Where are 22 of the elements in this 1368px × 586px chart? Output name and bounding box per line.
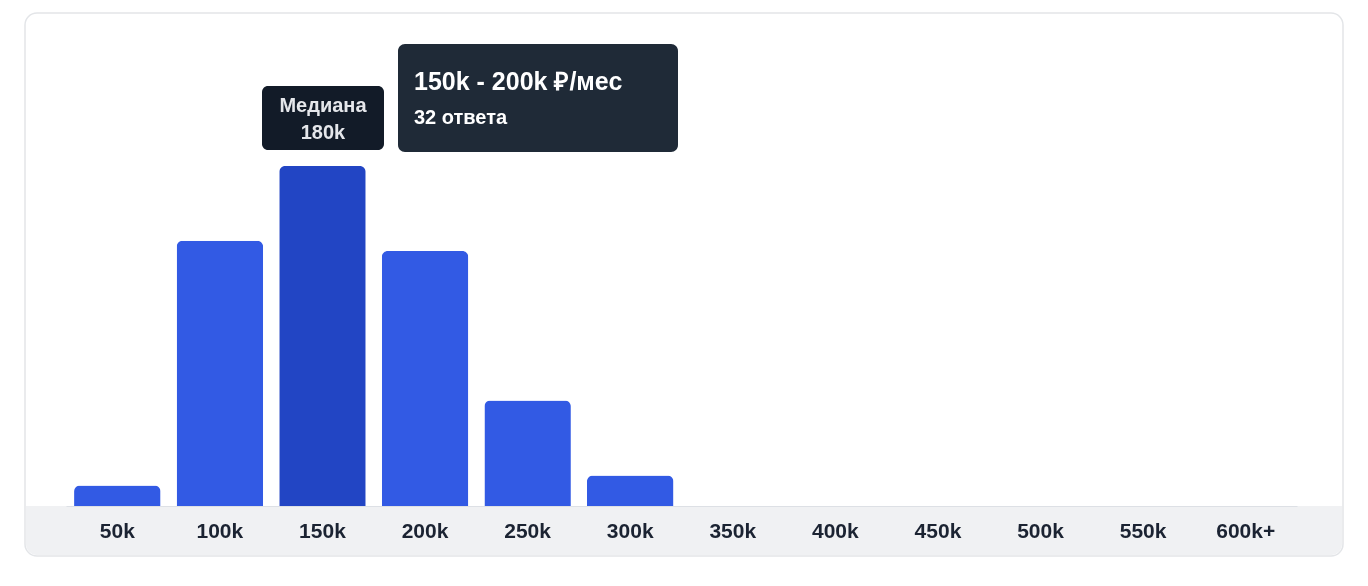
x-tick-label: 300k <box>606 518 654 542</box>
x-tick-label: 350k <box>709 518 757 542</box>
x-tick-label: 100k <box>196 518 244 542</box>
x-tick-label: 450k <box>914 518 962 542</box>
text: 180k <box>300 121 347 143</box>
x-tick-label: 150k <box>299 518 347 542</box>
x-tick-label: 500k <box>1017 518 1065 542</box>
bar <box>279 166 366 506</box>
bar <box>176 240 264 506</box>
bar <box>381 251 469 506</box>
bar <box>74 485 161 506</box>
x-tick-label: 550k <box>1119 518 1167 542</box>
x-tick-label: 200k <box>401 518 449 542</box>
text: Медиана <box>279 94 368 116</box>
bar <box>586 475 674 506</box>
x-tick-label: 600k+ <box>1216 518 1276 542</box>
x-tick-label: 400k <box>812 518 860 542</box>
x-tick-label: 50k <box>99 518 136 542</box>
bar <box>484 400 571 506</box>
text: 150k - 200k ₽/мес <box>414 67 623 95</box>
text: 32 ответа <box>414 106 508 128</box>
x-tick-label: 250k <box>504 518 552 542</box>
